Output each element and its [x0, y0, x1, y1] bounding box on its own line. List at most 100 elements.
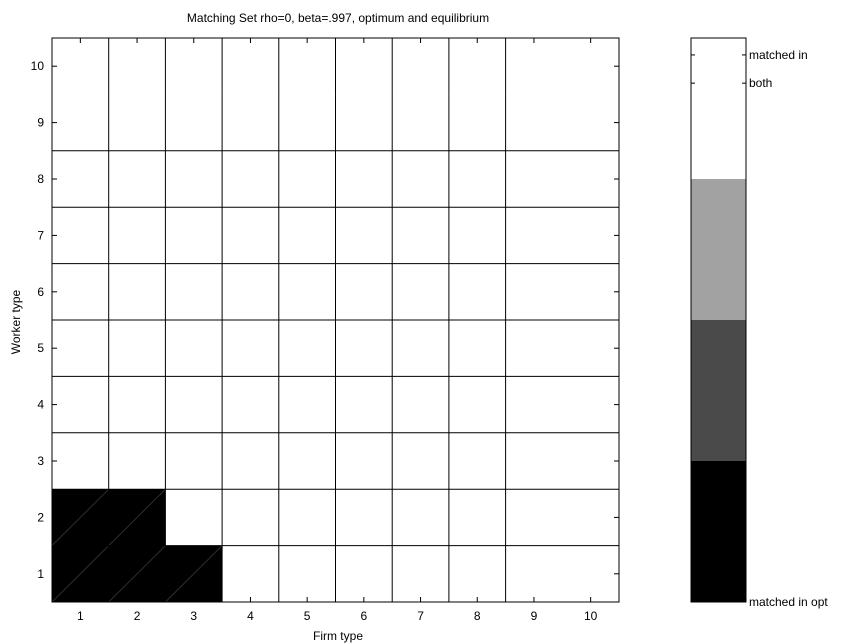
heatmap-cell: [562, 38, 619, 95]
y-tick-label: 9: [37, 116, 44, 130]
heatmap-cell: [505, 432, 563, 490]
heatmap-cell: [562, 94, 619, 151]
heatmap-cell: [448, 263, 506, 320]
heatmap-cell: [392, 263, 449, 320]
heatmap-cell: [222, 376, 279, 433]
heatmap-cell: [278, 545, 336, 602]
heatmap-cell: [392, 207, 449, 264]
colorbar-tick-label: both: [749, 76, 772, 90]
heatmap-cell: [222, 489, 279, 546]
x-axis-label: Firm type: [313, 629, 363, 643]
heatmap-cell: [562, 489, 619, 546]
heatmap-cell: [562, 150, 619, 208]
y-tick-label: 10: [31, 59, 45, 73]
heatmap-cell: [562, 432, 619, 490]
heatmap-cell: [165, 207, 223, 264]
heatmap-cell: [165, 432, 223, 490]
x-tick-label: 2: [134, 609, 141, 623]
y-tick-label: 1: [37, 567, 44, 581]
colorbar-segment: [691, 461, 746, 602]
heatmap-cell: [108, 207, 166, 264]
colorbar: matched in both matched in opt: [690, 37, 828, 609]
colorbar-tick-label: matched in opt: [749, 595, 828, 609]
heatmap-cell: [505, 545, 563, 602]
heatmap-cell: [392, 38, 449, 95]
heatmap-cell: [222, 263, 279, 320]
heatmap-cell: [562, 263, 619, 320]
heatmap-cell: [448, 432, 506, 490]
heatmap-cell: [335, 489, 393, 546]
heatmap-cell: [165, 150, 223, 208]
heatmap-cell: [335, 263, 393, 320]
heatmap-cell: [165, 489, 223, 546]
heatmap-cell: [335, 376, 393, 433]
heatmap-cell: [278, 489, 336, 546]
heatmap-cell: [505, 207, 563, 264]
heatmap-cell: [108, 150, 166, 208]
heatmap-cell: [335, 150, 393, 208]
heatmap-cell: [335, 320, 393, 377]
x-tick-label: 4: [247, 609, 254, 623]
heatmap-cell: [108, 94, 166, 151]
x-axis-ticks: 1 2 3 4 5 6 7 8 9 10: [77, 38, 598, 623]
x-tick-label: 6: [361, 609, 368, 623]
colorbar-frame: [690, 37, 747, 603]
heatmap-cell: [165, 263, 223, 320]
cell-diagonal: [108, 488, 166, 546]
heatmap-cell: [278, 263, 336, 320]
y-tick-label: 7: [37, 228, 44, 242]
colorbar-segment: [691, 38, 746, 179]
x-tick-label: 1: [77, 609, 84, 623]
heatmap-cell: [278, 432, 336, 490]
heatmap-cell: [108, 320, 166, 377]
heatmap-cell: [505, 94, 563, 151]
heatmap-cell: [222, 545, 279, 602]
cell-diagonal: [165, 545, 223, 603]
heatmap-cell: [222, 38, 279, 95]
heatmap-cell: [335, 207, 393, 264]
heatmap-cell: [562, 207, 619, 264]
heatmap-cell: [278, 94, 336, 151]
heatmap-cell: [505, 489, 563, 546]
heatmap-cell: [448, 207, 506, 264]
plot-area-frame: [51, 37, 620, 603]
heatmap-cell: [278, 376, 336, 433]
heatmap-grid: [52, 38, 619, 602]
x-tick-label: 5: [304, 609, 311, 623]
colorbar-segment: [691, 179, 746, 320]
heatmap-cell: [562, 545, 619, 602]
cell-diagonal: [51, 488, 110, 546]
colorbar-tick-label: matched in: [749, 48, 808, 62]
heatmap-cell: [392, 432, 449, 490]
heatmap-cell: [165, 38, 223, 95]
heatmap-cell: [448, 38, 506, 95]
heatmap-cell: [448, 376, 506, 433]
heatmap-cell: [52, 207, 109, 264]
heatmap-cell: [108, 376, 166, 433]
heatmap-cell: [52, 263, 109, 320]
heatmap-cell: [562, 376, 619, 433]
cell-diagonal: [108, 545, 166, 603]
y-tick-label: 6: [37, 285, 44, 299]
y-tick-label: 4: [37, 398, 44, 412]
heatmap-cell: [52, 150, 109, 208]
heatmap-cell: [505, 320, 563, 377]
heatmap-cell: [222, 94, 279, 151]
y-axis-ticks: 1 2 3 4 5 6 7 8 9 10: [31, 59, 619, 581]
heatmap-cell: [392, 545, 449, 602]
x-tick-label: 3: [190, 609, 197, 623]
heatmap-cell: [165, 320, 223, 377]
x-tick-label: 9: [531, 609, 538, 623]
heatmap-cell: [448, 150, 506, 208]
heatmap-cell: [335, 432, 393, 490]
heatmap-cells: [51, 38, 619, 603]
heatmap-cell: [52, 94, 109, 151]
heatmap-cell: [505, 263, 563, 320]
heatmap-cell: [52, 38, 109, 95]
heatmap-cell: [165, 376, 223, 433]
heatmap-cell: [505, 150, 563, 208]
heatmap-cell: [165, 94, 223, 151]
heatmap-cell: [392, 320, 449, 377]
heatmap-cell: [392, 94, 449, 151]
heatmap-cell: [448, 320, 506, 377]
